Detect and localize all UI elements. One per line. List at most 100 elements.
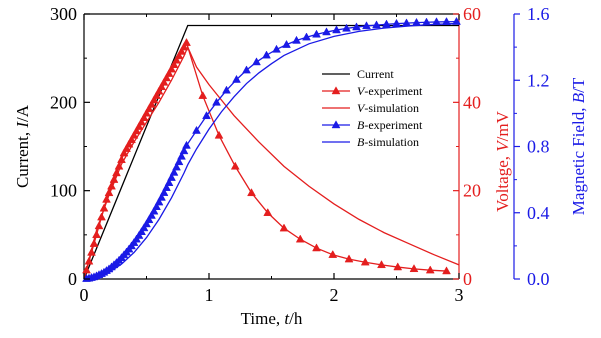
v-experiment-point <box>214 130 224 139</box>
legend-label-var: B <box>357 118 365 132</box>
v-experiment-point <box>144 104 154 113</box>
v-experiment-point <box>360 257 370 266</box>
b-experiment-point <box>147 210 156 219</box>
legend-label-text: Current <box>357 67 394 81</box>
v-experiment-point <box>279 223 289 232</box>
v-experiment-point <box>247 188 256 197</box>
b-experiment-point <box>159 187 169 196</box>
b-experiment-point <box>202 111 211 120</box>
v-experiment-point <box>157 82 166 91</box>
b-experiment-point <box>157 192 166 201</box>
v-experiment-point <box>119 148 129 157</box>
field-tick-label: 1.6 <box>527 4 550 24</box>
b-experiment-point <box>362 21 371 30</box>
b-experiment-point <box>452 16 461 25</box>
field-axis-title-prefix: Magnetic Field, <box>569 103 588 215</box>
legend-label-text: -simulation <box>364 101 419 115</box>
legend-label-var: V <box>357 101 366 115</box>
b-experiment-point <box>164 178 174 186</box>
legend-marker <box>331 120 341 129</box>
b-experiment-point <box>212 97 221 106</box>
b-experiment-point <box>222 85 231 94</box>
b-experiment-point <box>312 29 321 38</box>
legend-label-var: B <box>357 135 365 149</box>
voltage-tick-label: 40 <box>463 92 481 112</box>
legend-label: V-experiment <box>357 84 423 98</box>
v-simulation-line <box>83 45 460 280</box>
field-axis-title-unit: /T <box>569 77 588 93</box>
x-tick-label: 1 <box>205 285 214 305</box>
b-experiment-point <box>192 125 201 134</box>
b-experiment-point <box>252 57 261 66</box>
b-experiment-point <box>322 27 331 36</box>
current-axis-title-var: I <box>13 121 32 129</box>
voltage-tick-label: 20 <box>463 181 481 201</box>
v-experiment-point <box>164 68 174 77</box>
voltage-tick-label: 60 <box>463 4 481 24</box>
field-tick-label: 0.4 <box>527 203 550 223</box>
left-tick-label: 200 <box>50 92 77 112</box>
b-experiment-point <box>154 197 164 206</box>
v-experiment-point <box>263 208 273 216</box>
b-experiment-point <box>272 44 281 53</box>
b-experiment-point <box>232 74 241 83</box>
current-axis-title-unit: /A <box>13 104 32 122</box>
v-experiment-point <box>172 55 181 64</box>
v-experiment-point <box>132 126 141 135</box>
b-experiment-point <box>332 25 341 34</box>
b-experiment-point <box>172 162 181 171</box>
v-experiment-point <box>393 262 403 271</box>
v-experiment-point <box>137 117 146 126</box>
x-axis-title-unit: /h <box>289 309 303 328</box>
b-experiment-point <box>174 157 184 166</box>
v-experiment-point <box>295 234 305 243</box>
v-experiment-point <box>425 265 435 274</box>
v-experiment-point <box>328 249 338 258</box>
left-tick-label: 300 <box>50 4 77 24</box>
legend-label: V-simulation <box>357 101 419 115</box>
series-layer <box>82 16 461 282</box>
voltage-tick-label: 0 <box>463 269 472 289</box>
legend-label-text: -experiment <box>364 118 423 132</box>
legend-label-text: -simulation <box>364 135 419 149</box>
v-experiment-point <box>162 73 171 82</box>
current-axis-title: Current, I/A <box>13 104 32 188</box>
b-experiment-point <box>242 65 251 74</box>
b-experiment-point <box>167 172 176 181</box>
field-axis-title: Magnetic Field, B/T <box>569 77 588 215</box>
voltage-axis-title: Voltage, V/mV <box>493 110 512 211</box>
v-experiment-point <box>129 130 139 139</box>
b-experiment-point <box>169 167 179 176</box>
v-experiment-point <box>198 90 208 99</box>
voltage-axis-title-prefix: Voltage, <box>493 152 512 212</box>
legend-marker <box>331 86 341 95</box>
b-experiment-point <box>162 183 171 191</box>
b-experiment-point <box>292 35 301 44</box>
v-experiment-point <box>149 95 159 104</box>
b-experiment-point <box>179 146 189 155</box>
v-experiment-point <box>142 108 151 117</box>
voltage-axis-title-unit: /mV <box>493 110 512 141</box>
b-experiment-point <box>302 32 311 41</box>
v-experiment-point <box>159 77 169 86</box>
b-experiment-point <box>142 219 151 228</box>
field-axis-title-var: B <box>569 92 588 103</box>
x-axis-title: Time, t/h <box>241 309 303 328</box>
b-experiment-point <box>177 151 186 160</box>
v-experiment-point <box>409 264 419 273</box>
v-experiment-point <box>312 243 321 252</box>
x-axis-title-var: t <box>284 309 290 328</box>
b-experiment-point <box>442 17 451 25</box>
v-experiment-point <box>134 121 144 130</box>
v-experiment-point <box>154 86 164 95</box>
field-tick-label: 1.2 <box>527 70 550 90</box>
legend-label-text: -experiment <box>364 84 423 98</box>
legend: CurrentV-experimentV-simulationB-experim… <box>322 67 423 149</box>
b-experiment-point <box>282 39 291 48</box>
v-experiment-point <box>152 90 161 99</box>
b-experiment-point <box>144 215 154 224</box>
v-experiment-point <box>169 60 179 68</box>
v-experiment-point <box>139 113 149 121</box>
v-experiment-point <box>147 99 156 108</box>
field-tick-label: 0.8 <box>527 137 550 157</box>
